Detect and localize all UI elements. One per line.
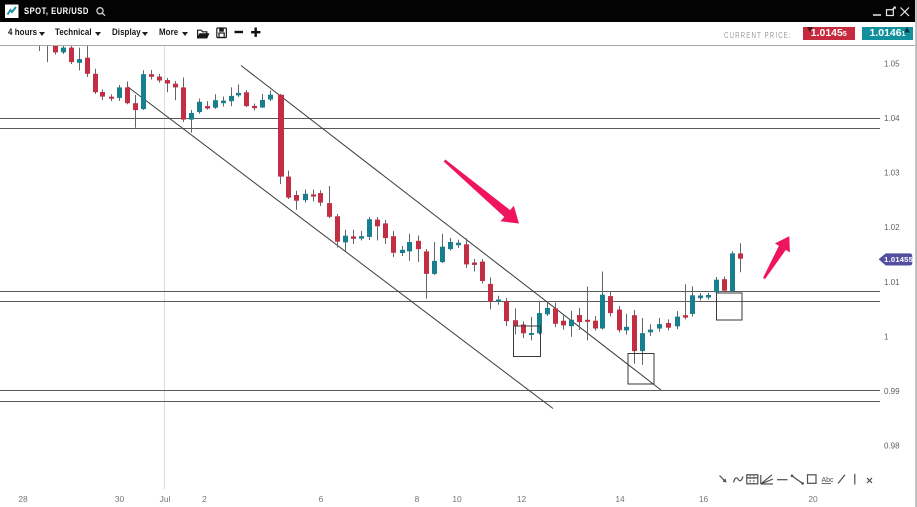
svg-text:1.03: 1.03: [884, 169, 900, 178]
svg-text:14: 14: [615, 494, 625, 504]
svg-text:16: 16: [699, 494, 709, 504]
svg-text:0.99: 0.99: [884, 387, 900, 396]
svg-text:1.04: 1.04: [884, 114, 900, 123]
svg-text:8: 8: [415, 494, 420, 504]
svg-text:12: 12: [517, 494, 527, 504]
svg-text:10: 10: [452, 494, 462, 504]
svg-text:Abc: Abc: [822, 477, 835, 484]
svg-text:1.02: 1.02: [884, 223, 900, 232]
svg-text:0.98: 0.98: [884, 442, 900, 451]
svg-text:1.05: 1.05: [884, 59, 900, 68]
svg-text:20: 20: [808, 494, 818, 504]
svg-text:1: 1: [884, 332, 889, 341]
svg-text:1.01: 1.01: [884, 278, 900, 287]
svg-text:Jul: Jul: [160, 494, 171, 504]
svg-text:2: 2: [202, 494, 207, 504]
svg-text:1.01455: 1.01455: [884, 255, 913, 264]
svg-text:30: 30: [115, 494, 125, 504]
svg-text:6: 6: [319, 494, 324, 504]
svg-text:28: 28: [18, 494, 28, 504]
